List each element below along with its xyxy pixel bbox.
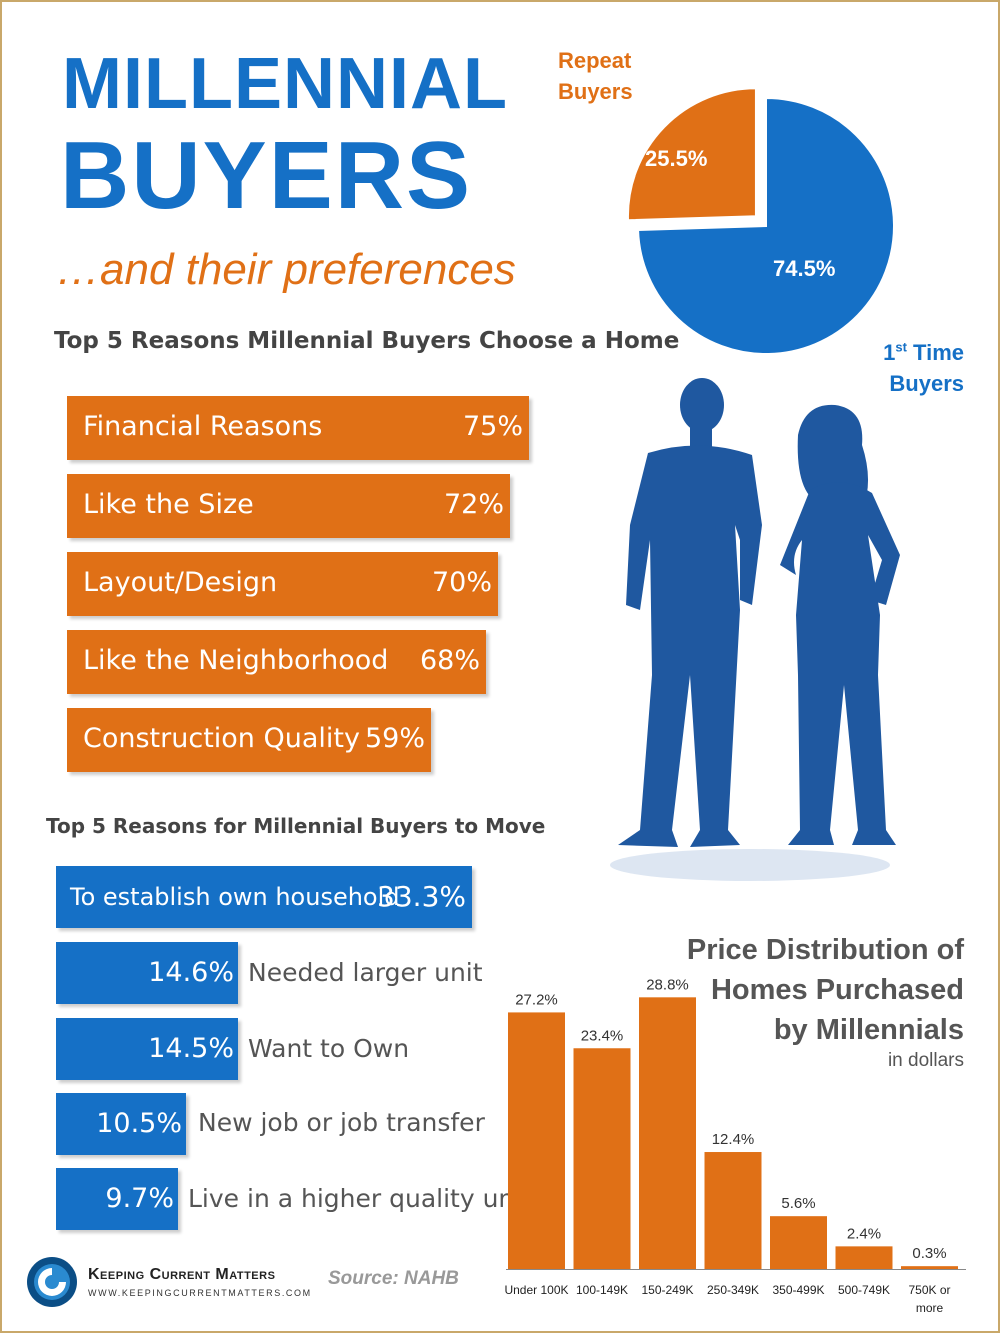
price-bar-value-label: 12.4%: [712, 1131, 755, 1148]
choose-bar-value: 70%: [431, 567, 492, 598]
price-bar: [639, 997, 696, 1269]
price-bar-value-label: 2.4%: [847, 1225, 881, 1242]
price-bar: [508, 1012, 565, 1269]
price-category-label: 750K or: [908, 1283, 950, 1297]
price-chart-title-line2: Homes Purchased: [710, 974, 964, 1007]
title-line-2: BUYERS: [60, 122, 473, 229]
brand-name: Keeping Current Matters: [88, 1266, 276, 1283]
price-category-label: 250-349K: [707, 1283, 759, 1297]
price-chart-title: Price Distribution of Homes Purchased by…: [687, 930, 964, 1050]
choose-bar-value: 68%: [419, 645, 480, 676]
price-chart-subtitle: in dollars: [887, 1050, 964, 1071]
price-category-label: 500-749K: [838, 1283, 890, 1297]
woman-silhouette: [780, 404, 900, 845]
choose-bar: Construction Quality 59%: [67, 708, 431, 772]
move-bar: 10.5%: [56, 1093, 186, 1155]
price-category-label: 150-249K: [641, 1283, 693, 1297]
source-note: Source: NAHB: [328, 1268, 459, 1289]
price-bar-value-label: 5.6%: [781, 1195, 815, 1212]
first-time-buyers-value: 74.5%: [773, 256, 836, 281]
brand-url: WWW.KEEPINGCURRENTMATTERS.COM: [88, 1288, 312, 1298]
repeat-buyers-label: Repeat Buyers: [558, 46, 633, 108]
price-chart-title-line3: by Millennials: [773, 1014, 964, 1047]
choose-bar-label: Layout/Design: [83, 567, 278, 598]
move-bar-value: 10.5%: [96, 1108, 182, 1139]
price-category-label: 350-499K: [772, 1283, 824, 1297]
move-bar-value: 9.7%: [105, 1183, 174, 1214]
price-bar: [573, 1048, 631, 1269]
choose-bar: Like the Neighborhood 68%: [67, 630, 486, 694]
floor-reflection: [610, 849, 890, 881]
choose-bar: Financial Reasons 75%: [67, 396, 529, 460]
first-time-buyers-label: 1st Time Buyers: [883, 338, 964, 400]
price-distribution-chart: 27.2% Under 100K 23.4% 100-149K 28.8% 150-249…: [504, 976, 966, 1315]
subtitle: …and their preferences: [56, 245, 516, 294]
price-bar-value-label: 27.2%: [515, 991, 558, 1008]
price-chart-title-line1: Price Distribution of: [686, 934, 964, 966]
choose-bar-value: 59%: [364, 723, 425, 754]
move-bar: 14.6%: [56, 942, 238, 1004]
first-label-time: Time: [906, 340, 964, 365]
pie-slice-repeat-buyers: [627, 87, 757, 222]
title-line-1: MILLENNIAL: [62, 44, 508, 124]
choose-bar-label: Like the Neighborhood: [83, 645, 389, 676]
first-label-sup: st: [895, 339, 907, 355]
price-category-label: Under 100K: [504, 1283, 568, 1297]
pie-slice-first-time-buyers: [637, 96, 895, 355]
choose-home-title: Top 5 Reasons Millennial Buyers Choose a…: [54, 328, 680, 354]
price-bar: [770, 1216, 827, 1269]
move-bar: 14.5%: [56, 1018, 238, 1080]
move-bar-value: 33.3%: [377, 880, 466, 913]
move-bar-label: Live in a higher quality unit: [188, 1184, 532, 1213]
choose-bar-value: 75%: [462, 411, 523, 442]
move-bar-label: Needed larger unit: [248, 958, 483, 987]
move-bar-label: New job or job transfer: [198, 1108, 485, 1137]
choose-bar: Layout/Design 70%: [67, 552, 498, 616]
move-bar: 9.7%: [56, 1168, 178, 1230]
man-silhouette: [618, 378, 762, 847]
move-bar-label: To establish own household: [70, 883, 400, 911]
choose-bar-label: Construction Quality: [83, 723, 360, 754]
move-bar: To establish own household 33.3%: [56, 866, 472, 928]
couple-silhouette-image: [610, 378, 900, 881]
repeat-buyers-label-line2: Buyers: [558, 78, 633, 104]
repeat-buyers-value: 25.5%: [645, 146, 708, 171]
choose-bar-value: 72%: [443, 489, 504, 520]
price-bar-value-label: 0.3%: [912, 1245, 946, 1262]
move-bar-value: 14.6%: [148, 957, 234, 988]
price-category-label: 100-149K: [576, 1283, 628, 1297]
price-bar: [901, 1266, 958, 1269]
price-bar-value-label: 23.4%: [581, 1027, 624, 1044]
price-bar: [835, 1246, 893, 1269]
choose-bar: Like the Size 72%: [67, 474, 510, 538]
choose-bar-label: Like the Size: [83, 489, 254, 520]
buyer-type-pie-chart: [627, 87, 895, 355]
price-category-label: more: [916, 1301, 944, 1315]
move-title: Top 5 Reasons for Millennial Buyers to M…: [46, 814, 546, 838]
move-bar-value: 14.5%: [148, 1033, 234, 1064]
keeping-current-matters-logo-icon: [27, 1257, 77, 1307]
price-bar: [704, 1152, 762, 1269]
choose-bar-label: Financial Reasons: [83, 411, 323, 442]
first-label-buyers: Buyers: [889, 370, 964, 396]
repeat-buyers-label-line1: Repeat: [558, 48, 632, 73]
first-label-number: 1: [883, 340, 896, 365]
move-bar-label: Want to Own: [248, 1034, 410, 1063]
price-bar-value-label: 28.8%: [646, 976, 689, 993]
